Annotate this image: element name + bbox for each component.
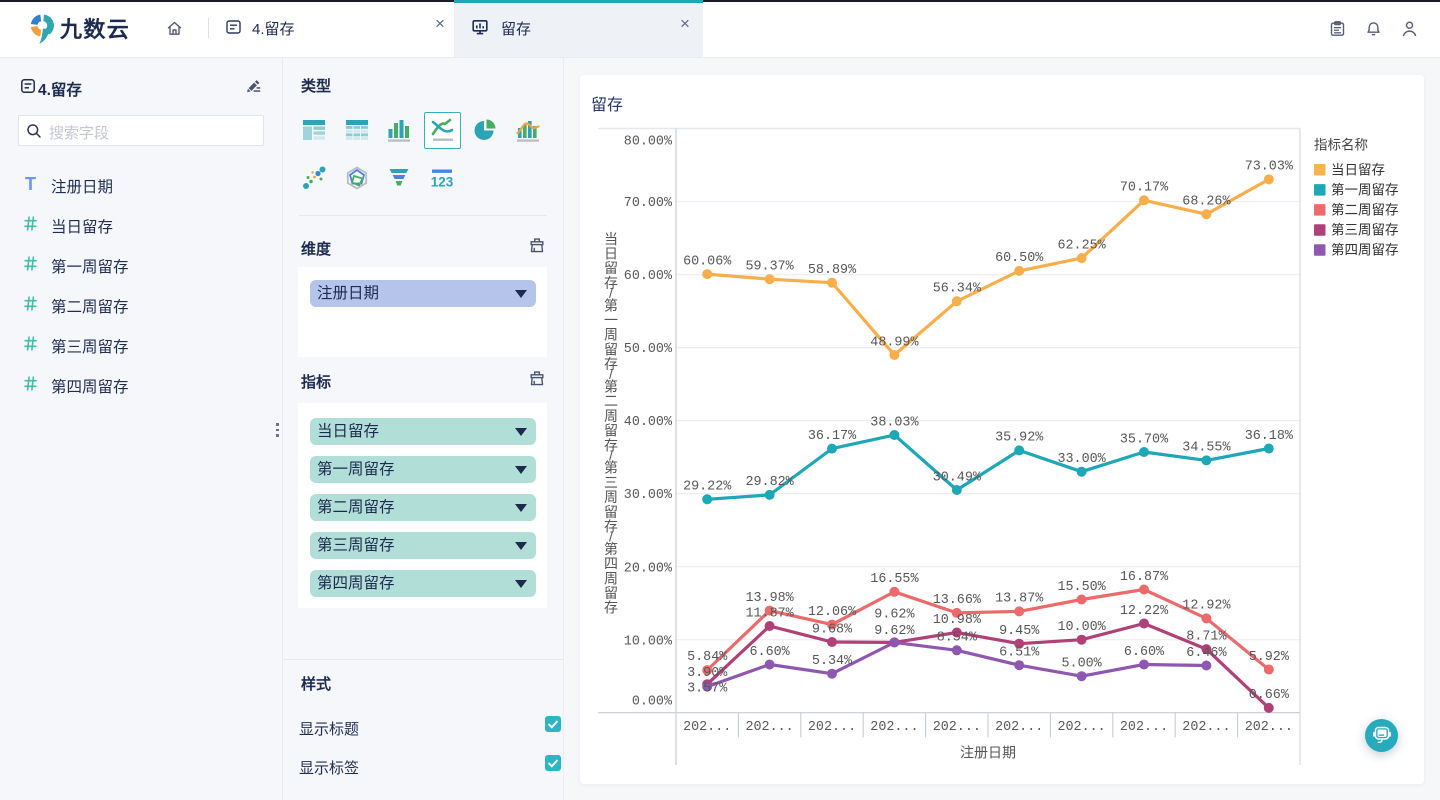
svg-text:123: 123 — [431, 174, 454, 189]
